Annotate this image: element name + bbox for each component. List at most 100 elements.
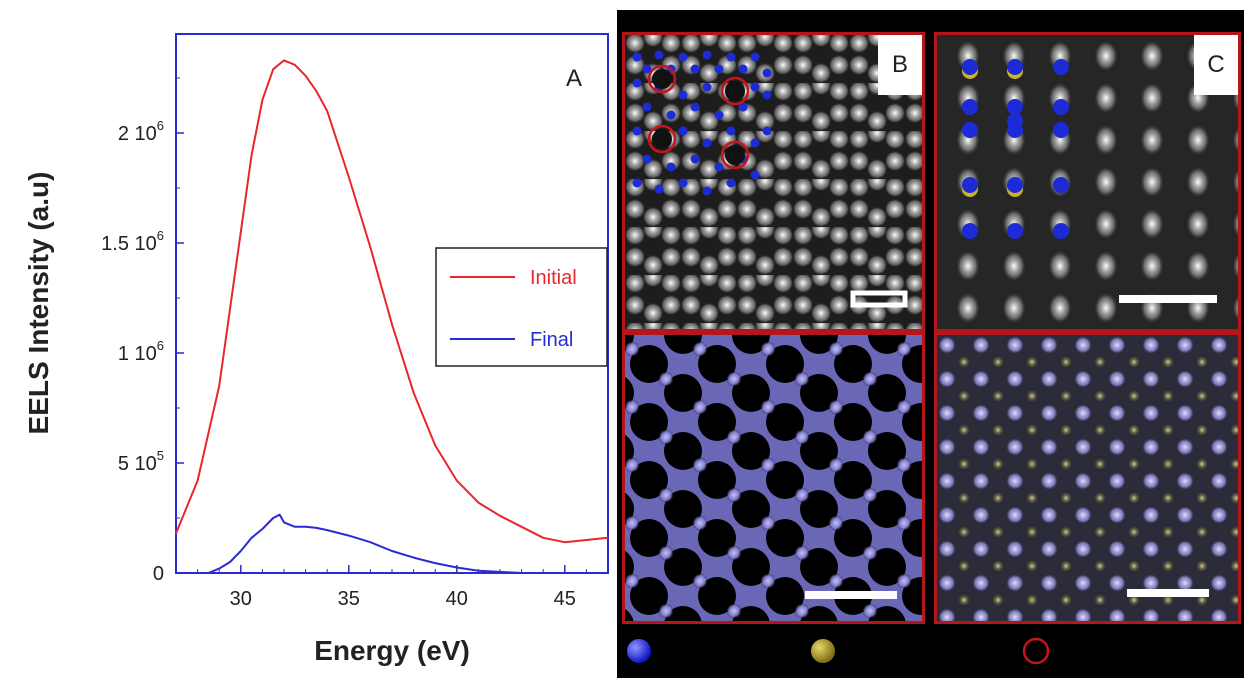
panel-c-label: C bbox=[1194, 35, 1238, 95]
blue-atom-marker bbox=[1007, 223, 1023, 239]
data-point bbox=[304, 75, 307, 77]
vacancy-site bbox=[725, 145, 745, 165]
blue-atom-marker bbox=[690, 154, 700, 164]
x-axis-title: Energy (eV) bbox=[314, 635, 470, 666]
blue-atom-marker bbox=[1053, 99, 1069, 115]
x-tick-label: 40 bbox=[446, 588, 468, 610]
red-ring-marker bbox=[647, 124, 677, 154]
data-point bbox=[315, 90, 318, 92]
data-point bbox=[240, 231, 242, 233]
panel-c-top-svg bbox=[937, 35, 1238, 329]
vacancy-site bbox=[652, 69, 672, 89]
blue-atom-marker bbox=[714, 110, 724, 120]
blue-atom-marker bbox=[1007, 177, 1023, 193]
series-layer bbox=[175, 59, 609, 574]
red-ring-marker bbox=[720, 76, 750, 106]
vacancy-site bbox=[652, 129, 672, 149]
blue-atom-marker bbox=[750, 138, 760, 148]
data-point bbox=[412, 556, 415, 559]
data-point bbox=[294, 64, 296, 66]
blue-atom-marker bbox=[702, 186, 712, 196]
panel-b-top-image: B bbox=[622, 32, 925, 332]
data-point bbox=[250, 537, 253, 539]
panel-c-bottom-svg bbox=[937, 335, 1238, 621]
blue-atom-marker bbox=[714, 64, 724, 74]
blue-atom-icon bbox=[627, 639, 651, 663]
legend-frame bbox=[435, 247, 608, 367]
x-tick-label: 45 bbox=[554, 588, 576, 610]
panel-c-atom-overlay bbox=[962, 59, 1069, 239]
blue-atom-marker bbox=[642, 154, 652, 164]
data-point bbox=[218, 385, 220, 387]
data-point bbox=[283, 59, 285, 62]
data-point bbox=[391, 323, 393, 326]
blue-atom-marker bbox=[962, 122, 978, 138]
red-ring-marker bbox=[720, 140, 750, 170]
blue-atom-marker bbox=[632, 78, 642, 88]
legend-label-initial: Initial bbox=[530, 267, 577, 289]
data-point bbox=[229, 561, 231, 563]
blue-atom-marker bbox=[962, 223, 978, 239]
y-tick-mantissa: 0 bbox=[153, 563, 164, 585]
y-tick-exponent: 6 bbox=[157, 228, 164, 243]
blue-atom-marker bbox=[632, 52, 642, 62]
blue-atom-marker bbox=[1007, 99, 1023, 115]
data-point bbox=[240, 550, 242, 552]
blue-atom-marker bbox=[962, 99, 978, 115]
panel-c-bottom-image bbox=[934, 332, 1241, 624]
data-point bbox=[261, 99, 264, 101]
blue-atom-marker bbox=[962, 177, 978, 193]
data-point bbox=[434, 444, 437, 447]
blue-atom-marker bbox=[642, 64, 652, 74]
y-tick-label: 1 106 bbox=[118, 338, 164, 365]
data-point bbox=[369, 541, 372, 543]
blue-atom-marker bbox=[678, 178, 688, 188]
x-tick-label: 35 bbox=[338, 588, 360, 610]
y-tick-label: 1.5 106 bbox=[101, 228, 164, 255]
panel-b-map-lattice bbox=[625, 335, 922, 621]
blue-atom-marker bbox=[726, 126, 736, 136]
y-tick-mantissa: 5 10 bbox=[118, 453, 157, 475]
blue-atom-marker bbox=[1053, 59, 1069, 75]
panel-b-bottom-svg bbox=[625, 335, 922, 621]
data-point bbox=[607, 537, 609, 539]
blue-atom-marker bbox=[666, 110, 676, 120]
panel-c-top-scalebar bbox=[1119, 295, 1217, 303]
data-point bbox=[520, 572, 523, 574]
data-point bbox=[348, 534, 350, 537]
data-point bbox=[607, 572, 609, 574]
blue-atom-marker bbox=[750, 52, 760, 62]
y-axis-title: EELS Intensity (a.u) bbox=[23, 172, 54, 435]
blue-atom-marker bbox=[632, 178, 642, 188]
data-point bbox=[391, 550, 393, 552]
blue-atom-marker bbox=[690, 102, 700, 112]
series-line-final bbox=[208, 513, 608, 574]
data-point bbox=[272, 68, 275, 70]
x-tick-label: 30 bbox=[230, 588, 252, 610]
panel-a-label: A bbox=[566, 65, 582, 92]
species-legend bbox=[627, 637, 1050, 665]
blue-atom-marker bbox=[1007, 59, 1023, 75]
blue-atom-marker bbox=[702, 82, 712, 92]
data-point bbox=[434, 562, 437, 564]
data-point bbox=[272, 517, 275, 519]
blue-atom-marker bbox=[666, 162, 676, 172]
blue-atom-marker bbox=[678, 90, 688, 100]
panel-b-bottom-image bbox=[622, 332, 925, 624]
panel-c-bottom-scalebar bbox=[1127, 589, 1209, 597]
data-point bbox=[564, 541, 566, 543]
data-point bbox=[283, 521, 285, 524]
blue-atom-marker bbox=[738, 64, 748, 74]
y-tick-label: 5 105 bbox=[118, 448, 164, 475]
data-point bbox=[499, 571, 501, 573]
data-point bbox=[477, 501, 480, 504]
blue-atom-marker bbox=[738, 102, 748, 112]
vacancy-site bbox=[725, 81, 745, 101]
data-point bbox=[456, 479, 458, 482]
legend-label-final: Final bbox=[530, 329, 573, 351]
data-point bbox=[250, 154, 253, 156]
data-point bbox=[412, 391, 415, 394]
blue-atom-marker bbox=[762, 90, 772, 100]
